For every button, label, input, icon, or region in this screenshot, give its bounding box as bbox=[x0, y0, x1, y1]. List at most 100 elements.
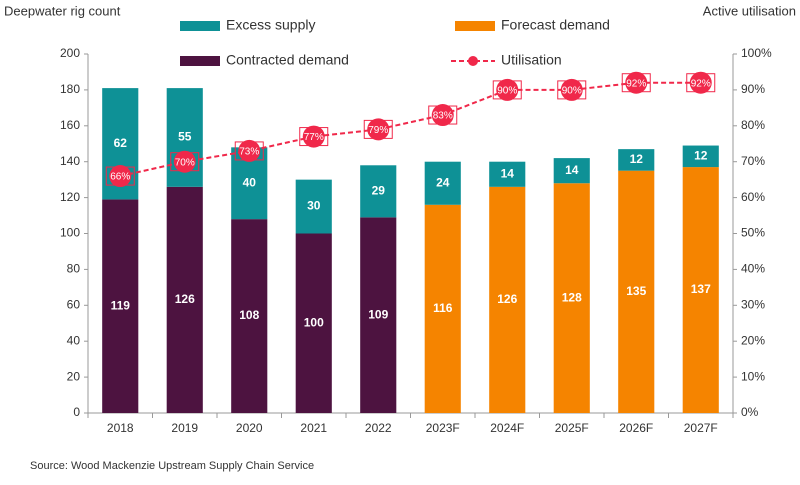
x-tick-label: 2021 bbox=[300, 421, 327, 435]
utilisation-marker bbox=[367, 118, 390, 141]
y2-tick-label: 30% bbox=[741, 297, 765, 311]
bar-value-label: 14 bbox=[565, 163, 579, 177]
source-note: Source: Wood Mackenzie Upstream Supply C… bbox=[30, 460, 314, 472]
bar-segment bbox=[553, 158, 590, 184]
x-tick-label: 2020 bbox=[236, 421, 263, 435]
bar-value-label: 55 bbox=[178, 130, 192, 144]
utilisation-label: 92% bbox=[691, 78, 711, 89]
bar-value-label: 108 bbox=[239, 308, 259, 322]
x-tick-label: 2023F bbox=[426, 421, 460, 435]
bar-value-label: 12 bbox=[630, 152, 644, 166]
y2-axis-title: Active utilisation bbox=[703, 3, 796, 18]
bar-segment bbox=[295, 233, 332, 413]
x-tick-label: 2022 bbox=[365, 421, 392, 435]
y-tick-label: 140 bbox=[60, 154, 80, 168]
utilisation-label: 90% bbox=[562, 86, 582, 97]
y2-tick-label: 90% bbox=[741, 82, 765, 96]
bar-segment bbox=[553, 183, 590, 413]
legend-swatch bbox=[180, 56, 220, 66]
y2-tick-label: 40% bbox=[741, 262, 765, 276]
bar-value-label: 116 bbox=[433, 301, 453, 315]
legend-label: Excess supply bbox=[226, 17, 315, 33]
bar-value-label: 14 bbox=[501, 166, 515, 180]
y-axis-title: Deepwater rig count bbox=[4, 3, 121, 18]
bar-value-label: 100 bbox=[304, 315, 324, 329]
utilisation-marker bbox=[431, 104, 454, 127]
utilisation-marker bbox=[496, 78, 519, 101]
y2-tick-label: 10% bbox=[741, 369, 765, 383]
y2-tick-label: 60% bbox=[741, 190, 765, 204]
x-tick-label: 2025F bbox=[555, 421, 589, 435]
y-tick-label: 60 bbox=[67, 297, 81, 311]
x-tick-label: 2018 bbox=[107, 421, 134, 435]
bar-segment bbox=[489, 161, 526, 187]
utilisation-line bbox=[120, 81, 701, 178]
bar-value-label: 137 bbox=[691, 282, 711, 296]
bar-segment bbox=[102, 199, 139, 413]
utilisation-label: 92% bbox=[626, 78, 646, 89]
y-tick-label: 120 bbox=[60, 190, 80, 204]
bar-segment bbox=[295, 179, 332, 234]
legend-label: Forecast demand bbox=[501, 17, 610, 33]
legend-label: Utilisation bbox=[501, 52, 562, 68]
y-tick-label: 200 bbox=[60, 46, 80, 60]
bar-value-label: 30 bbox=[307, 199, 321, 213]
bar-segment bbox=[618, 170, 655, 413]
utilisation-label: 66% bbox=[110, 172, 130, 183]
bar-value-label: 119 bbox=[111, 298, 131, 312]
utilisation-label: 90% bbox=[497, 86, 517, 97]
y2-tick-label: 100% bbox=[741, 46, 772, 60]
bar-segment bbox=[489, 186, 526, 413]
utilisation-label: 83% bbox=[433, 111, 453, 122]
y2-tick-label: 20% bbox=[741, 333, 765, 347]
bar-value-label: 135 bbox=[626, 284, 646, 298]
bar-value-label: 24 bbox=[436, 175, 450, 189]
utilisation-marker bbox=[560, 78, 583, 101]
y-tick-label: 100 bbox=[60, 226, 80, 240]
y2-tick-label: 80% bbox=[741, 118, 765, 132]
utilisation-marker bbox=[238, 139, 261, 162]
utilisation-marker bbox=[689, 71, 712, 94]
bar-segment bbox=[682, 167, 719, 413]
utilisation-marker bbox=[625, 71, 648, 94]
utilisation-label: 77% bbox=[304, 132, 324, 143]
bar-segment bbox=[360, 165, 397, 218]
bar-value-label: 128 bbox=[562, 290, 582, 304]
utilisation-label: 73% bbox=[239, 147, 259, 158]
bar-segment bbox=[618, 149, 655, 171]
bar-value-label: 29 bbox=[372, 183, 386, 197]
utilisation-marker bbox=[302, 125, 325, 148]
bar-segment bbox=[166, 186, 203, 413]
bar-value-label: 40 bbox=[243, 175, 257, 189]
bar-value-label: 126 bbox=[497, 292, 517, 306]
x-tick-label: 2027F bbox=[684, 421, 718, 435]
bar-segment bbox=[424, 161, 461, 205]
y2-tick-label: 0% bbox=[741, 405, 759, 419]
utilisation-label: 70% bbox=[175, 157, 195, 168]
utilisation-label: 79% bbox=[368, 125, 388, 136]
y2-tick-label: 70% bbox=[741, 154, 765, 168]
utilisation-marker bbox=[173, 150, 196, 173]
bar-value-label: 12 bbox=[694, 148, 708, 162]
legend-swatch bbox=[455, 21, 495, 31]
bar-segment bbox=[424, 204, 461, 413]
legend-swatch bbox=[180, 21, 220, 31]
utilisation-marker bbox=[109, 165, 132, 188]
bar-segment bbox=[682, 145, 719, 168]
bar-segment bbox=[360, 217, 397, 413]
x-tick-label: 2024F bbox=[490, 421, 524, 435]
y-tick-label: 0 bbox=[73, 405, 80, 419]
legend-marker bbox=[468, 56, 478, 66]
y-tick-label: 20 bbox=[67, 369, 81, 383]
bar-value-label: 62 bbox=[114, 136, 128, 150]
x-tick-label: 2026F bbox=[619, 421, 653, 435]
y-tick-label: 180 bbox=[60, 82, 80, 96]
legend-label: Contracted demand bbox=[226, 52, 349, 68]
bar-value-label: 126 bbox=[175, 292, 195, 306]
y-tick-label: 160 bbox=[60, 118, 80, 132]
bar-value-label: 109 bbox=[368, 307, 388, 321]
y-tick-label: 40 bbox=[67, 333, 81, 347]
bar-segment bbox=[231, 219, 268, 413]
